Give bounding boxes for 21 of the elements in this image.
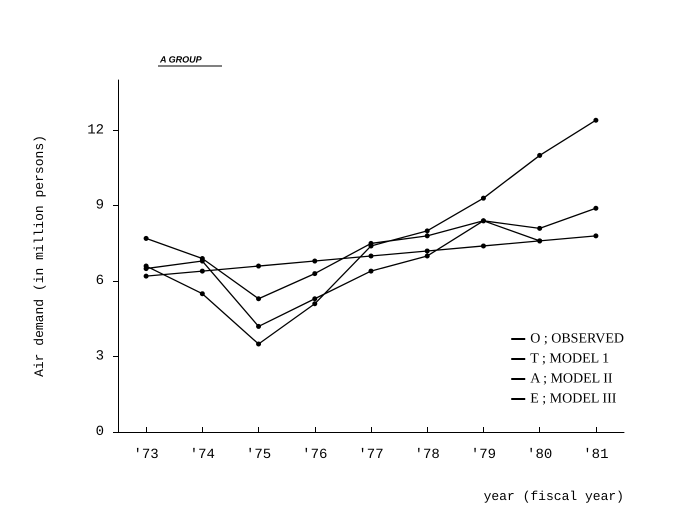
- x-tick-label: '75: [246, 447, 272, 463]
- text: A GROUP: [159, 54, 203, 64]
- x-tick-label: '73: [134, 447, 159, 463]
- legend-label: E ; MODEL III: [530, 392, 617, 406]
- x-tick-label: '76: [302, 447, 328, 463]
- y-tick-label: 0: [96, 424, 104, 440]
- y-tick-label: 9: [96, 198, 104, 214]
- y-axis-title: Air demand (in million persons): [32, 135, 47, 377]
- x-axis-title: year (fiscal year): [484, 489, 624, 504]
- y-tick-label: 3: [96, 348, 104, 365]
- x-tick-label: '74: [190, 447, 215, 463]
- y-tick-label: 6: [96, 273, 104, 290]
- legend-label: A ; MODEL II: [530, 372, 613, 386]
- x-tick-label: '81: [583, 447, 608, 463]
- legend-label: T ; MODEL 1: [530, 352, 610, 366]
- legend-label: O ; OBSERVED: [530, 332, 624, 346]
- y-tick-label: 12: [87, 122, 104, 138]
- x-tick-label: '77: [358, 447, 384, 463]
- x-tick-label: '79: [470, 447, 496, 463]
- x-tick-label: '78: [414, 447, 440, 463]
- x-tick-label: '80: [527, 447, 552, 463]
